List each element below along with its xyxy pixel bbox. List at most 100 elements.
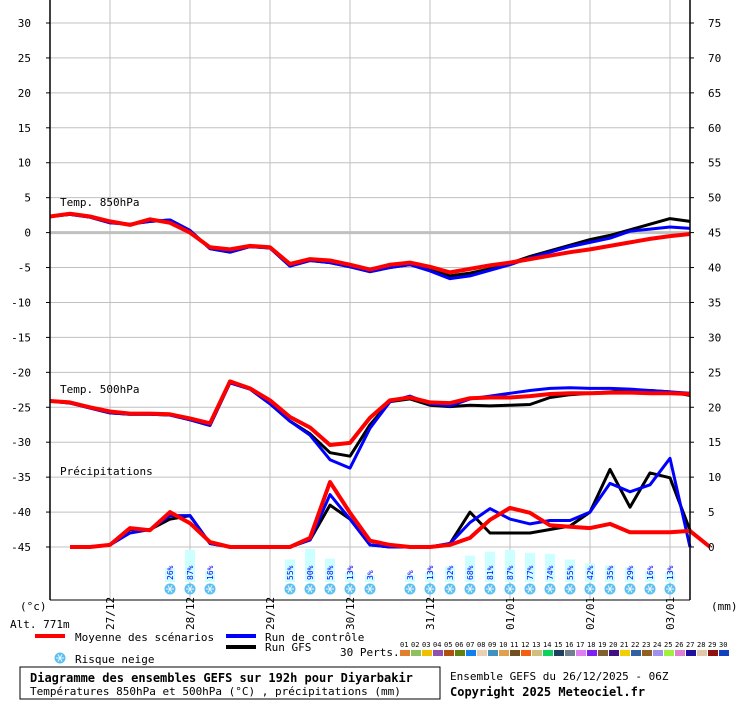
snow-risk-pct: 55% xyxy=(566,565,575,580)
snow-risk-bar xyxy=(545,553,555,582)
member-color-swatch xyxy=(433,650,443,656)
run-info: Ensemble GEFS du 26/12/2025 - 06Z xyxy=(450,670,669,683)
snowflake-arm xyxy=(547,585,553,593)
snow-risk-pct: 55% xyxy=(286,565,295,580)
snow-risk-bar xyxy=(605,565,615,582)
snow-risk-bar xyxy=(325,558,335,582)
member-number: 16 xyxy=(565,641,573,649)
snowflake-icon xyxy=(484,583,496,595)
member-number: 08 xyxy=(477,641,485,649)
snow-risk-bar xyxy=(205,571,215,582)
snow-risk-bar xyxy=(285,559,295,582)
snowflake-arm xyxy=(487,585,493,593)
member-number: 19 xyxy=(598,641,606,649)
left-unit: (°c) xyxy=(20,600,47,613)
date-tick-label: 27/12 xyxy=(104,597,117,630)
snowflake-arm xyxy=(627,585,633,593)
snow-risk-bar xyxy=(165,568,175,582)
label-t500: Temp. 500hPa xyxy=(60,383,139,396)
snow-risk-pct: 87% xyxy=(506,565,515,580)
t850-gfs-line xyxy=(49,212,691,278)
snow-risk-bar xyxy=(425,572,435,582)
snow-risk-pct: 29% xyxy=(626,565,635,580)
member-color-swatch xyxy=(400,650,410,656)
member-number: 23 xyxy=(642,641,650,649)
chart-subtitle: Températures 850hPa et 500hPa (°C) , pré… xyxy=(30,685,401,698)
precip-gfs-line xyxy=(70,467,692,549)
snowflake-icon xyxy=(544,583,556,595)
snow-risk-bar xyxy=(585,563,595,582)
left-tick-label: -40 xyxy=(11,506,31,519)
snow-risk-pct: 13% xyxy=(346,565,355,580)
snowflake-icon xyxy=(54,652,66,664)
snowflake-arm xyxy=(307,585,313,593)
snowflake-icon xyxy=(624,583,636,595)
left-tick-label: 15 xyxy=(18,122,31,135)
snow-risk-bar xyxy=(505,549,515,582)
snowflake-icon xyxy=(604,583,616,595)
legend-control-swatch xyxy=(226,634,256,638)
snowflake-icon xyxy=(664,583,676,595)
legend-mean-swatch xyxy=(35,634,65,638)
legend: Moyenne des scénarios Run de contrôle Ru… xyxy=(35,631,729,666)
snowflake-icon xyxy=(404,583,416,595)
snowflake-icon xyxy=(424,583,436,595)
member-number: 13 xyxy=(532,641,540,649)
member-number: 18 xyxy=(587,641,595,649)
snowflake-arm xyxy=(327,585,333,593)
member-number: 10 xyxy=(499,641,507,649)
member-color-swatch xyxy=(455,650,465,656)
member-number: 12 xyxy=(521,641,529,649)
label-precip: Précipitations xyxy=(60,465,153,478)
snowflake-icon xyxy=(464,583,476,595)
snow-risk-bar xyxy=(345,572,355,582)
altitude: Alt. 771m xyxy=(10,618,70,631)
snowflake-icon xyxy=(284,583,296,595)
member-color-swatch xyxy=(675,650,685,656)
member-number: 02 xyxy=(411,641,419,649)
snow-risk-pct: 32% xyxy=(446,565,455,580)
left-tick-label: -25 xyxy=(11,401,31,414)
right-tick-label: 45 xyxy=(708,227,721,240)
label-t850: Temp. 850hPa xyxy=(60,196,139,209)
left-tick-label: 10 xyxy=(18,157,31,170)
snowflake-icon xyxy=(344,583,356,595)
right-tick-label: 10 xyxy=(708,471,721,484)
member-color-swatch xyxy=(620,650,630,656)
right-tick-label: 5 xyxy=(708,506,715,519)
legend-gfs-label: Run GFS xyxy=(265,641,311,654)
snowflake-arm xyxy=(647,585,653,593)
snow-risk-bar xyxy=(565,559,575,582)
member-color-swatch xyxy=(466,650,476,656)
snow-risk-bar xyxy=(645,571,655,582)
series-lines xyxy=(49,211,712,549)
snow-risk-bar xyxy=(525,552,535,582)
date-tick-label: 01/01 xyxy=(504,597,517,630)
snowflake-arm xyxy=(567,585,573,593)
left-tick-label: 30 xyxy=(18,17,31,30)
chart-title: Diagramme des ensembles GEFS sur 192h po… xyxy=(30,671,413,685)
legend-control-label: Run de contrôle xyxy=(265,631,364,644)
member-color-swatch xyxy=(631,650,641,656)
axes: 302520151050-5-10-15-20-25-30-35-40-4575… xyxy=(11,0,721,630)
right-tick-label: 40 xyxy=(708,262,721,275)
member-number: 30 xyxy=(719,641,727,649)
snowflake-icon xyxy=(504,583,516,595)
snow-risk-bar xyxy=(305,549,315,582)
title-box xyxy=(19,666,441,700)
snowflake-arm xyxy=(527,585,533,593)
member-color-swatch xyxy=(554,650,564,656)
member-number: 24 xyxy=(653,641,661,649)
snow-risk-pct: 42% xyxy=(586,565,595,580)
snowflake-arm xyxy=(447,585,453,593)
snow-risk-bar xyxy=(405,575,415,582)
member-color-swatch xyxy=(587,650,597,656)
member-number: 26 xyxy=(675,641,683,649)
member-number: 06 xyxy=(455,641,463,649)
date-tick-label: 02/01 xyxy=(584,597,597,630)
member-color-legend: 01 02 03 04 05 06 07 08 09 10 11 12 13 14 15 16 17 18 19 20… xyxy=(400,641,729,656)
snowflake-arm xyxy=(407,585,413,593)
right-tick-label: 65 xyxy=(708,87,721,100)
snowflake-arm xyxy=(587,585,593,593)
